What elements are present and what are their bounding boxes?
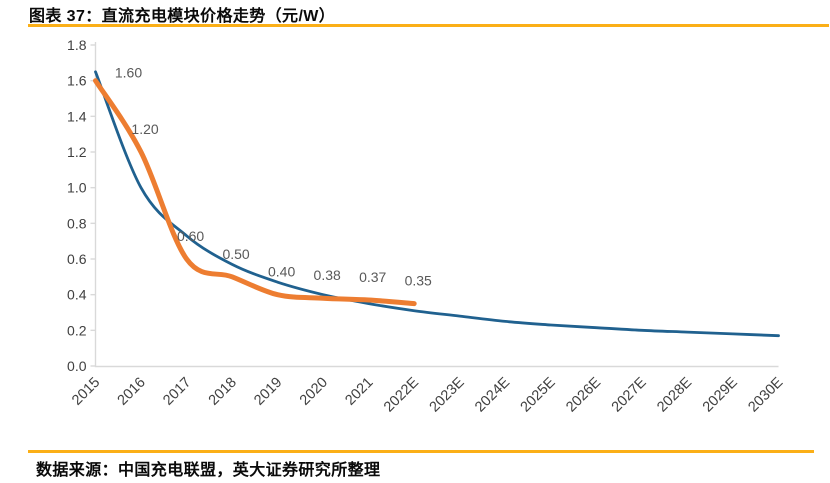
y-tick-label: 0.2 bbox=[67, 322, 87, 338]
x-tick-label: 2018 bbox=[206, 375, 240, 409]
x-tick-label: 2020 bbox=[297, 375, 331, 409]
x-tick-label: 2026E bbox=[563, 374, 604, 415]
title-rule bbox=[28, 24, 829, 27]
x-tick-label: 2016 bbox=[115, 375, 149, 409]
x-tick-label: 2019 bbox=[251, 375, 285, 409]
x-tick-label: 2022E bbox=[381, 374, 422, 415]
y-tick-label: 1.2 bbox=[67, 144, 87, 160]
trend-line-series bbox=[94, 70, 780, 338]
x-tick-label: 2017 bbox=[160, 375, 194, 409]
figure-title: 图表 37：直流充电模块价格走势（元/W） bbox=[29, 8, 336, 25]
actual-price-series bbox=[93, 78, 417, 307]
y-tick-label: 1.4 bbox=[67, 108, 87, 124]
data-label: 1.20 bbox=[131, 121, 158, 137]
x-tick-label: 2015 bbox=[69, 375, 103, 409]
x-tick-label: 2029E bbox=[700, 374, 741, 415]
y-tick-label: 1.6 bbox=[67, 73, 87, 89]
data-label: 0.50 bbox=[222, 246, 249, 262]
x-tick-label: 2024E bbox=[472, 374, 513, 415]
y-tick-label: 0.0 bbox=[67, 358, 87, 374]
y-tick-label: 0.8 bbox=[67, 215, 87, 231]
data-label: 0.60 bbox=[177, 228, 204, 244]
source-rule bbox=[28, 450, 814, 453]
x-tick-label: 2028E bbox=[654, 374, 695, 415]
data-label: 0.38 bbox=[314, 267, 341, 283]
data-label: 0.37 bbox=[359, 269, 386, 285]
y-tick-label: 1.8 bbox=[67, 37, 87, 53]
y-tick-label: 0.4 bbox=[67, 287, 87, 303]
data-source: 数据来源：中国充电联盟，英大证券研究所整理 bbox=[36, 462, 381, 479]
x-tick-label: 2025E bbox=[518, 374, 559, 415]
x-tick-label: 2027E bbox=[609, 374, 650, 415]
x-tick-label: 2030E bbox=[745, 374, 786, 415]
data-label: 1.60 bbox=[115, 65, 142, 81]
y-tick-label: 1.0 bbox=[67, 180, 87, 196]
x-tick-label: 2023E bbox=[427, 374, 468, 415]
data-label: 0.35 bbox=[405, 273, 432, 289]
x-tick-label: 2021 bbox=[342, 375, 376, 409]
y-tick-label: 0.6 bbox=[67, 251, 87, 267]
data-label: 0.40 bbox=[268, 264, 295, 280]
